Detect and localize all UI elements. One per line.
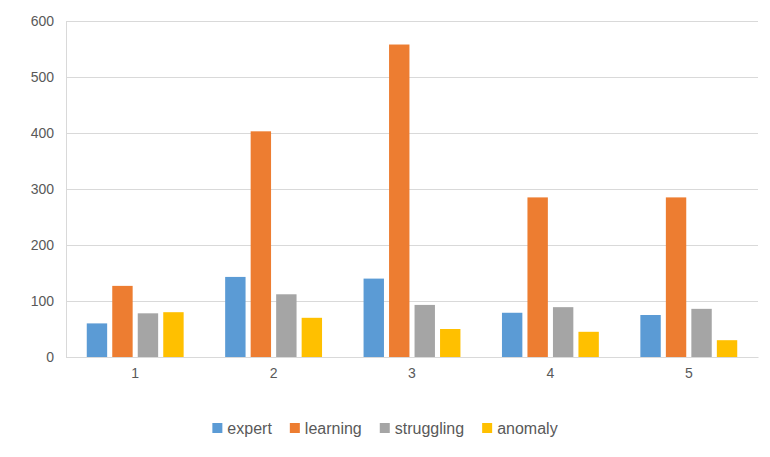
y-tick: 500 [31, 69, 66, 85]
bar [302, 318, 322, 357]
bar [251, 131, 271, 357]
bar [138, 313, 158, 357]
grid-line [66, 245, 758, 246]
x-tick-label: 4 [547, 365, 555, 381]
bar [112, 286, 132, 357]
legend-item: struggling [380, 420, 464, 437]
grid-line [66, 301, 758, 302]
y-tick-label: 300 [31, 181, 55, 197]
x-tick: 5 [685, 357, 693, 381]
legend-label: struggling [395, 420, 464, 437]
legend: expert learning struggling anomaly [212, 420, 557, 437]
legend-swatch [482, 423, 492, 433]
y-axis: 0 100 200 300 400 500 600 [31, 13, 67, 365]
grid-line [66, 133, 758, 134]
y-axis-line [66, 22, 67, 358]
legend-label: expert [227, 420, 272, 437]
x-tick: 2 [270, 357, 278, 381]
x-tick-label: 2 [270, 365, 278, 381]
y-tick-label: 400 [31, 125, 55, 141]
legend-swatch [290, 423, 300, 433]
legend-label: anomaly [497, 420, 557, 437]
y-tick: 100 [31, 293, 66, 309]
x-tick-label: 5 [685, 365, 693, 381]
legend-item: learning [290, 420, 362, 437]
y-tick-label: 0 [46, 349, 54, 365]
y-tick-label: 600 [31, 13, 55, 29]
bar [578, 332, 598, 357]
legend-label: learning [305, 420, 362, 437]
bar [527, 197, 547, 357]
bars [87, 45, 737, 357]
bar [440, 329, 460, 357]
x-tick: 1 [131, 357, 139, 381]
chart: 0 100 200 300 400 500 600 1 2 3 4 5 expert learning st… [0, 0, 770, 457]
y-tick: 400 [31, 125, 66, 141]
legend-item: anomaly [482, 420, 557, 437]
bar [640, 315, 660, 357]
y-tick: 200 [31, 237, 66, 253]
bar [691, 309, 711, 357]
bar [553, 307, 573, 357]
x-tick-label: 1 [131, 365, 139, 381]
x-tick: 3 [408, 357, 416, 381]
y-tick: 600 [31, 13, 66, 29]
bar [225, 277, 245, 357]
grid [66, 21, 758, 357]
y-tick-label: 500 [31, 69, 55, 85]
legend-item: expert [212, 420, 272, 437]
bar [87, 323, 107, 357]
legend-swatch [380, 423, 390, 433]
bar [502, 313, 522, 357]
grid-line [66, 77, 758, 78]
bar [389, 45, 409, 357]
x-tick: 4 [547, 357, 555, 381]
bar [364, 279, 384, 357]
bar [276, 294, 296, 357]
x-tick-label: 3 [408, 365, 416, 381]
bar [163, 312, 183, 357]
y-tick: 300 [31, 181, 66, 197]
y-tick-label: 100 [31, 293, 55, 309]
bar [717, 340, 737, 357]
x-axis-line [67, 357, 759, 358]
bar [415, 305, 435, 357]
y-tick-label: 200 [31, 237, 55, 253]
grid-line [66, 189, 758, 190]
x-axis: 1 2 3 4 5 [67, 357, 759, 381]
bar [666, 197, 686, 357]
legend-swatch [212, 423, 222, 433]
grid-line [66, 21, 758, 22]
y-tick: 0 [46, 349, 66, 365]
